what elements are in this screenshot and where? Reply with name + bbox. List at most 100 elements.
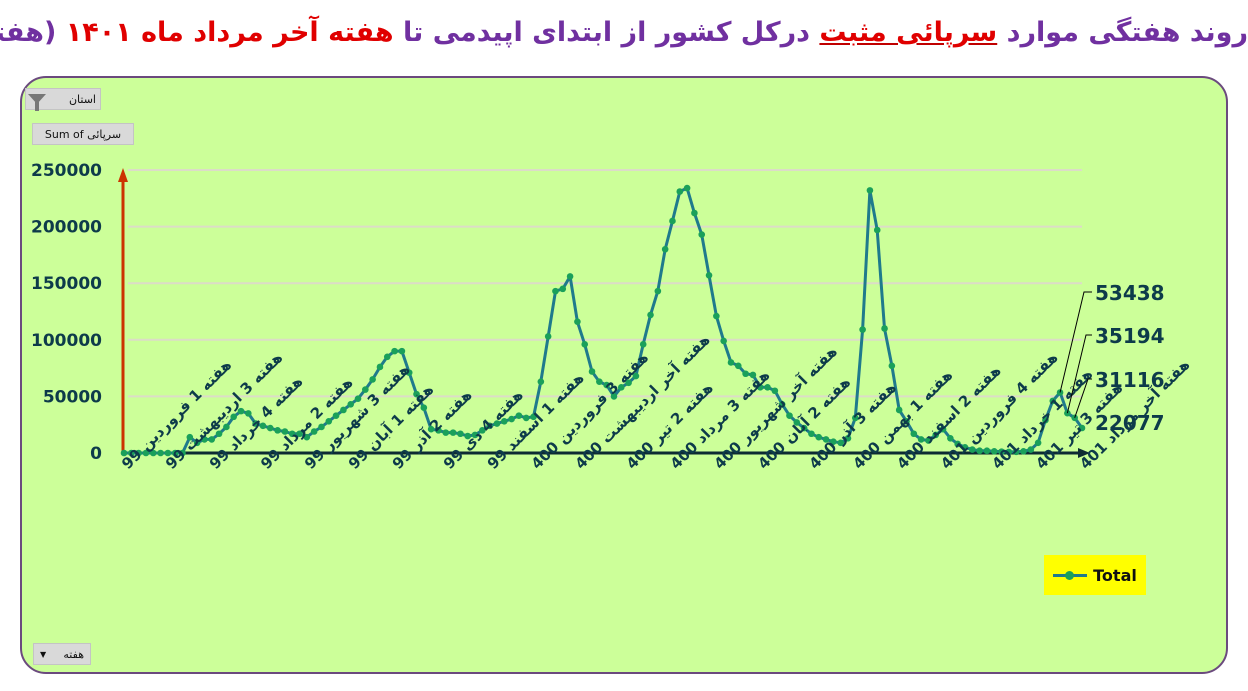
data-point	[479, 427, 486, 434]
data-point	[530, 413, 537, 421]
data-point	[778, 401, 786, 408]
data-point	[318, 423, 325, 431]
data-point	[149, 449, 157, 457]
y-tick-label: 50000	[43, 387, 102, 407]
data-point	[647, 311, 654, 319]
data-point	[376, 363, 384, 371]
data-label: 22077	[1095, 411, 1165, 435]
data-point	[764, 384, 771, 391]
data-point	[120, 449, 128, 457]
data-point	[983, 447, 991, 455]
leader-line	[1066, 334, 1092, 414]
sum-field-label: Sum of سرپائی	[44, 127, 122, 141]
data-point	[998, 448, 1005, 455]
data-point	[464, 432, 472, 440]
data-point	[340, 406, 347, 414]
data-point	[654, 287, 662, 295]
data-point	[391, 347, 398, 355]
title-period: هفته آخر مرداد ماه ۱۴۰۱	[65, 17, 394, 48]
data-point	[756, 384, 764, 391]
data-point	[947, 434, 954, 442]
data-point	[296, 430, 303, 438]
data-point	[201, 436, 208, 443]
data-point	[1078, 424, 1086, 432]
data-point	[749, 371, 757, 379]
data-point	[1034, 439, 1042, 447]
data-label: 31116	[1095, 368, 1165, 392]
data-point	[325, 418, 333, 425]
data-point	[822, 436, 830, 443]
title-part-3: درکل کشور از ابتدای اپیدمی تا	[393, 17, 820, 48]
data-point	[932, 431, 940, 439]
data-point	[603, 381, 610, 389]
data-point	[310, 428, 318, 435]
data-point	[405, 369, 413, 376]
y-tick-label: 150000	[31, 274, 102, 294]
data-point	[420, 404, 428, 412]
province-filter-label: استان	[68, 92, 96, 106]
data-point	[727, 359, 735, 366]
data-point	[369, 376, 376, 383]
data-point	[208, 436, 216, 443]
title-highlight: سرپائی مثبت	[819, 17, 998, 48]
data-point	[1005, 448, 1013, 456]
data-point	[683, 184, 691, 192]
data-point	[917, 436, 925, 443]
data-point	[566, 273, 574, 280]
data-point	[939, 425, 947, 433]
data-point	[976, 447, 983, 455]
data-point	[500, 418, 508, 425]
data-point	[522, 414, 530, 422]
data-point	[691, 209, 698, 217]
province-filter-button[interactable]: استان	[25, 88, 101, 111]
data-point	[457, 430, 464, 438]
data-point	[969, 446, 976, 453]
data-point	[171, 449, 179, 457]
data-point	[164, 449, 172, 457]
data-point	[734, 362, 742, 370]
leader-line	[1059, 291, 1092, 393]
data-point	[588, 368, 596, 375]
data-point	[713, 312, 720, 320]
data-point	[230, 413, 237, 421]
chart-title: روند هفتگی موارد سرپائی مثبت درکل کشور ا…	[0, 8, 1248, 58]
data-point	[793, 419, 801, 426]
data-point	[574, 318, 581, 325]
data-point	[398, 347, 406, 355]
data-point	[581, 341, 589, 348]
data-point	[537, 378, 545, 385]
legend: Total	[1044, 555, 1146, 595]
data-point	[347, 401, 355, 408]
data-point	[859, 326, 866, 333]
data-point	[193, 439, 201, 447]
data-point	[771, 387, 779, 395]
data-point	[413, 390, 420, 398]
data-point	[508, 415, 515, 423]
data-point	[837, 439, 844, 447]
data-point	[1012, 448, 1020, 456]
sum-field-button[interactable]: Sum of سرپائی	[32, 123, 134, 145]
y-tick-label: 100000	[31, 331, 102, 351]
data-point	[808, 430, 815, 438]
data-point	[1049, 397, 1057, 405]
data-point	[245, 410, 252, 417]
data-point	[720, 337, 727, 345]
leader-line	[1074, 378, 1092, 418]
data-point	[610, 393, 618, 400]
data-label: 53438	[1095, 281, 1165, 305]
data-point	[252, 420, 259, 427]
data-point	[449, 429, 457, 436]
data-point	[223, 423, 230, 431]
data-point	[800, 424, 808, 432]
data-point	[332, 412, 340, 419]
data-point	[186, 433, 194, 441]
data-point	[881, 325, 888, 332]
data-point	[954, 440, 961, 448]
data-point	[383, 353, 391, 361]
week-filter-button[interactable]: ▼ هفته	[33, 643, 91, 665]
data-point	[873, 226, 881, 234]
data-point	[157, 449, 164, 457]
data-point	[142, 449, 150, 457]
data-point	[895, 406, 903, 414]
data-point	[281, 428, 289, 435]
